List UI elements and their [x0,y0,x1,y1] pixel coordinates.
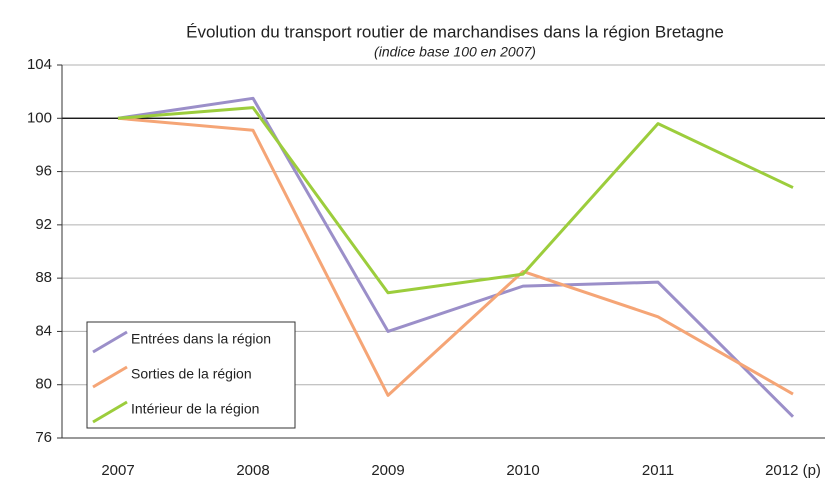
chart-title: Évolution du transport routier de marcha… [186,22,724,41]
x-tick-label: 2008 [236,462,269,479]
legend-swatch [92,400,128,424]
series-line [117,106,794,295]
y-tick-label: 100 [27,109,52,126]
legend-label: Entrées dans la région [131,331,271,347]
chart-subtitle: (indice base 100 en 2007) [374,44,536,60]
y-tick-label: 88 [35,269,52,286]
legend-swatch [92,365,128,389]
legend-swatch [92,330,128,354]
legend-label: Sorties de la région [131,366,252,382]
y-tick-label: 84 [35,322,52,339]
y-tick-label: 104 [27,56,52,73]
x-tick-label: 2007 [101,462,134,479]
y-tick-label: 96 [35,163,52,180]
y-tick-label: 80 [35,376,52,393]
series-line [117,96,795,418]
legend-box [86,321,296,429]
x-tick-label: 2010 [506,462,539,479]
y-tick-label: 76 [35,429,52,446]
x-tick-label: 2011 [642,462,674,479]
x-tick-label: 2012 (p) [765,462,821,479]
y-tick-label: 92 [35,216,52,233]
legend-label: Intérieur de la région [131,401,259,417]
series-line [117,116,794,397]
x-tick-label: 2009 [371,462,404,479]
